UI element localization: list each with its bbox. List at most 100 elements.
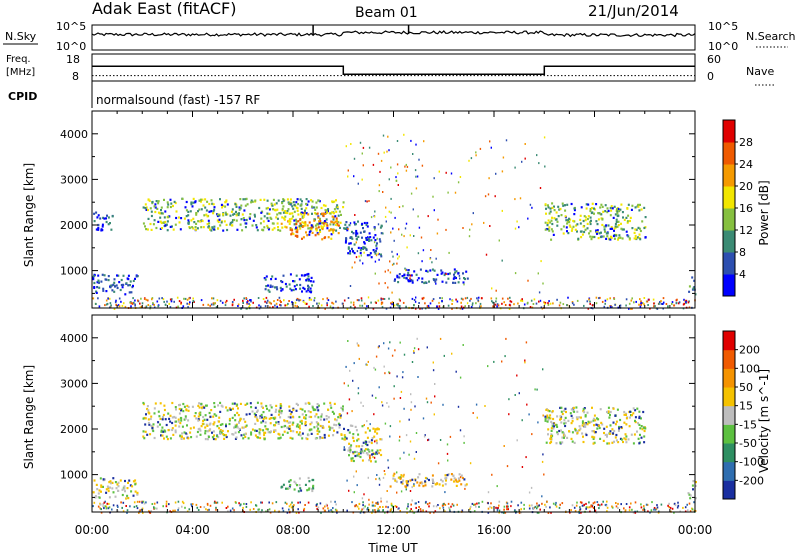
heatmap-cell bbox=[271, 285, 274, 288]
heatmap-cell bbox=[549, 210, 552, 213]
heatmap-cell bbox=[166, 220, 169, 223]
heatmap-cell bbox=[276, 217, 279, 220]
heatmap-cell bbox=[576, 432, 579, 435]
heatmap-cell bbox=[447, 502, 450, 505]
colorbar-swatch bbox=[723, 405, 735, 425]
heatmap-cell bbox=[635, 228, 638, 231]
heatmap-cell bbox=[92, 297, 95, 300]
heatmap-cell bbox=[437, 218, 439, 221]
heatmap-cell bbox=[108, 496, 111, 499]
heatmap-cell bbox=[352, 439, 355, 443]
heatmap-cell bbox=[580, 236, 583, 239]
heatmap-cell bbox=[538, 291, 541, 294]
heatmap-cell bbox=[179, 422, 182, 425]
heatmap-cell bbox=[286, 211, 289, 215]
heatmap-cell bbox=[445, 171, 447, 174]
heatmap-cell bbox=[295, 223, 298, 226]
heatmap-cell bbox=[454, 478, 457, 481]
heatmap-cell bbox=[366, 420, 368, 423]
heatmap-cell bbox=[338, 210, 341, 213]
heatmap-cell bbox=[324, 236, 327, 239]
heatmap-cell bbox=[368, 503, 370, 506]
heatmap-cell bbox=[422, 249, 425, 252]
heatmap-cell bbox=[273, 300, 275, 303]
heatmap-cell bbox=[677, 504, 680, 507]
heatmap-cell bbox=[392, 255, 394, 258]
heatmap-cell bbox=[430, 401, 432, 404]
colorbar-tick-label: 100 bbox=[739, 362, 760, 375]
heatmap-cell bbox=[560, 421, 563, 424]
heatmap-cell bbox=[287, 208, 290, 211]
heatmap-cell bbox=[435, 282, 437, 285]
heatmap-cell bbox=[362, 247, 365, 250]
heatmap-cell bbox=[422, 296, 425, 299]
heatmap-cell bbox=[291, 205, 294, 208]
heatmap-cell bbox=[279, 416, 282, 419]
heatmap-cell bbox=[262, 429, 265, 432]
heatmap-cell bbox=[516, 220, 518, 223]
heatmap-cell bbox=[127, 481, 129, 484]
heatmap-cell bbox=[427, 304, 430, 307]
heatmap-cell bbox=[427, 306, 429, 309]
heatmap-cell bbox=[348, 442, 351, 445]
heatmap-cell bbox=[160, 221, 163, 225]
heatmap-cell bbox=[301, 237, 303, 240]
heatmap-cell bbox=[243, 219, 246, 222]
heatmap-cell bbox=[503, 508, 505, 511]
heatmap-cell bbox=[289, 212, 292, 215]
heatmap-cell bbox=[584, 423, 587, 426]
heatmap-cell bbox=[299, 299, 302, 302]
heatmap-cell bbox=[599, 504, 601, 507]
heatmap-cell bbox=[615, 505, 618, 508]
heatmap-cell bbox=[418, 506, 420, 508]
heatmap-cell bbox=[181, 197, 184, 200]
heatmap-cell bbox=[653, 507, 656, 509]
heatmap-cell bbox=[114, 495, 117, 498]
heatmap-cell bbox=[644, 216, 647, 219]
heatmap-cell bbox=[254, 429, 256, 432]
heatmap-cell bbox=[118, 281, 121, 284]
left-tick-noise-high: 10^5 bbox=[56, 20, 86, 33]
heatmap-cell bbox=[319, 217, 321, 220]
heatmap-cell bbox=[331, 221, 334, 224]
heatmap-cell bbox=[549, 506, 551, 509]
heatmap-cell bbox=[544, 228, 547, 231]
heatmap-cell bbox=[134, 483, 137, 486]
heatmap-cell bbox=[561, 412, 564, 416]
heatmap-cell bbox=[225, 199, 228, 202]
heatmap-cell bbox=[399, 476, 402, 479]
colorbar-swatch bbox=[723, 349, 735, 369]
heatmap-cell bbox=[586, 411, 589, 414]
heatmap-cell bbox=[368, 508, 370, 511]
heatmap-cell bbox=[299, 407, 302, 410]
heatmap-cell bbox=[221, 206, 224, 209]
heatmap-cell bbox=[503, 445, 505, 447]
heatmap-cell bbox=[110, 228, 113, 231]
heatmap-cell bbox=[169, 414, 172, 417]
heatmap-cell bbox=[624, 433, 627, 436]
heatmap-cell bbox=[387, 269, 389, 272]
heatmap-cell bbox=[436, 273, 439, 276]
heatmap-cell bbox=[393, 385, 395, 388]
heatmap-cell bbox=[297, 220, 300, 223]
heatmap-cell bbox=[224, 201, 227, 204]
heatmap-cell bbox=[213, 206, 216, 209]
heatmap-cell bbox=[248, 412, 251, 416]
heatmap-cell bbox=[409, 274, 412, 277]
heatmap-cell bbox=[373, 250, 376, 254]
heatmap-cell bbox=[240, 218, 243, 221]
heatmap-cell bbox=[212, 430, 215, 433]
heatmap-cell bbox=[521, 160, 523, 163]
heatmap-cell bbox=[353, 157, 356, 160]
heatmap-cell bbox=[152, 429, 155, 433]
heatmap-cell bbox=[466, 302, 469, 305]
heatmap-cell bbox=[597, 418, 600, 421]
nave-label: Nave bbox=[746, 65, 774, 78]
heatmap-cell bbox=[317, 223, 320, 226]
heatmap-cell bbox=[368, 440, 371, 443]
heatmap-cell bbox=[307, 278, 310, 281]
heatmap-cell bbox=[129, 505, 131, 508]
heatmap-cell bbox=[351, 247, 353, 250]
heatmap-cell bbox=[573, 213, 576, 216]
heatmap-cell bbox=[237, 305, 239, 307]
